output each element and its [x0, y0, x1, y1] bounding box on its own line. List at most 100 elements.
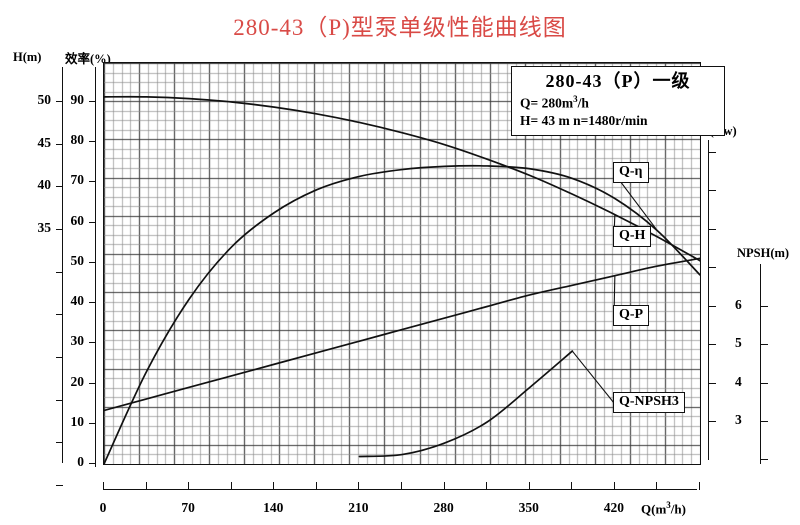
- axis-tick: [761, 421, 768, 422]
- flow-axis-tick: [401, 482, 402, 490]
- spec-info-box: 280-43（P）一级 Q= 280m3/h H= 43 m n=1480r/m…: [511, 66, 725, 137]
- flow-caption-prefix: Q(m: [641, 501, 667, 517]
- axis-tick: [56, 399, 63, 401]
- flow-axis-tick-label: 140: [263, 500, 284, 515]
- axis-tick-label: 4: [735, 373, 742, 389]
- axis-tick: [56, 229, 63, 230]
- curve-label-head: Q-H: [613, 226, 652, 248]
- axis-tick-label: 80: [70, 132, 85, 148]
- axis-tick-label: 40: [70, 293, 85, 309]
- spec-flow-prefix: Q= 280m: [520, 95, 574, 110]
- axis-tick-label: 60: [70, 212, 85, 228]
- flow-axis-ruler: 0 70 140 210 280 350 420 Q(m3/h): [100, 482, 700, 516]
- flow-axis-tick: [528, 482, 530, 490]
- axis-tick: [56, 271, 63, 273]
- leader-npsh: [571, 350, 615, 404]
- axis-tick: [56, 143, 63, 145]
- axis-tick: [709, 382, 716, 384]
- efficiency-axis-caption: 效率(%): [65, 52, 111, 66]
- flow-axis-tick: [443, 482, 445, 490]
- flow-axis-tick: [656, 482, 658, 490]
- axis-tick-label: 3: [735, 412, 742, 427]
- flow-axis-tick: [315, 482, 317, 490]
- axis-tick-label: 0: [77, 454, 84, 469]
- axis-tick: [89, 382, 96, 384]
- axis-tick: [761, 306, 768, 307]
- axis-tick-label: 30: [70, 333, 85, 349]
- spec-model: 280-43（P）一级: [545, 71, 691, 91]
- flow-axis-tick-label: 350: [518, 500, 539, 515]
- head-axis-ruler: 50 45 40 35: [38, 67, 63, 486]
- curve-label-npsh: Q-NPSH3: [613, 392, 685, 414]
- axis-tick: [89, 261, 96, 263]
- axis-tick: [709, 305, 716, 307]
- axis-tick: [89, 181, 96, 183]
- axis-tick: [89, 221, 96, 223]
- plot-area: [103, 62, 701, 465]
- axis-tick-label: 5: [735, 335, 742, 351]
- axis-tick-label: 20: [70, 373, 85, 389]
- axis-tick: [89, 101, 96, 102]
- axis-tick: [56, 101, 63, 102]
- spec-flow: Q= 280m3/h: [520, 93, 716, 113]
- axis-tick: [56, 442, 63, 444]
- axis-tick-label: 50: [37, 92, 52, 107]
- flow-axis-tick: [103, 482, 104, 490]
- axis-tick: [709, 267, 716, 268]
- axis-tick: [89, 422, 96, 424]
- axis-tick: [56, 314, 63, 316]
- head-axis-caption: H(m): [13, 50, 42, 64]
- curve-q-: [104, 164, 700, 464]
- curve-layer: [104, 95, 700, 464]
- flow-axis-tick: [273, 482, 275, 490]
- axis-tick-label: 6: [735, 297, 742, 312]
- axis-tick-label: 45: [37, 134, 52, 150]
- flow-caption-suffix: /h): [670, 501, 686, 517]
- axis-tick: [709, 421, 716, 422]
- axis-tick: [89, 141, 96, 143]
- flow-axis-tick: [613, 482, 615, 490]
- npsh-axis-ruler: 6 5 4 3: [735, 264, 768, 464]
- axis-tick-label: 10: [70, 413, 85, 429]
- axis-tick: [56, 186, 63, 188]
- axis-tick: [761, 382, 768, 384]
- axis-tick-label: 70: [70, 172, 85, 188]
- axis-tick-label: 50: [70, 252, 85, 268]
- flow-axis-tick-label: 210: [348, 500, 369, 515]
- axis-tick: [709, 228, 716, 230]
- axis-tick: [89, 302, 96, 304]
- curve-q-h: [104, 95, 700, 262]
- axis-tick: [709, 190, 716, 191]
- flow-caption-sup: 3: [666, 500, 671, 510]
- curve-q-p: [104, 257, 700, 412]
- axis-tick: [56, 357, 63, 358]
- flow-axis-tick: [188, 482, 190, 490]
- flow-axis-caption: Q(m3/h): [641, 500, 686, 517]
- curve-q-npsh3: [358, 350, 574, 458]
- axis-tick: [89, 342, 96, 344]
- axis-tick-label: 90: [70, 92, 85, 107]
- flow-axis-tick-label: 70: [181, 500, 195, 515]
- flow-axis-tick: [486, 482, 488, 490]
- axis-tick-label: 40: [37, 177, 52, 193]
- axis-tick: [709, 344, 716, 345]
- spec-flow-sup: 3: [573, 93, 578, 104]
- axis-tick: [761, 344, 768, 346]
- flow-axis-tick: [358, 482, 360, 490]
- axis-tick-label: 35: [37, 220, 52, 235]
- flow-axis-tick-label: 420: [603, 500, 624, 515]
- page-title: 280-43（P)型泵单级性能曲线图: [233, 15, 567, 40]
- flow-axis-tick: [230, 482, 232, 490]
- flow-axis-tick: [145, 482, 147, 490]
- curve-label-eta: Q-η: [613, 162, 649, 184]
- axis-tick: [56, 485, 63, 486]
- spec-flow-suffix: /h: [577, 95, 589, 110]
- spec-head-speed: H= 43 m n=1480r/min: [520, 113, 648, 129]
- flow-axis-tick: [699, 482, 700, 490]
- npsh-axis-caption: NPSH(m): [737, 246, 790, 260]
- curve-label-power: Q-P: [613, 305, 650, 327]
- axis-tick: [709, 151, 716, 153]
- flow-axis-tick-label: 280: [433, 500, 454, 515]
